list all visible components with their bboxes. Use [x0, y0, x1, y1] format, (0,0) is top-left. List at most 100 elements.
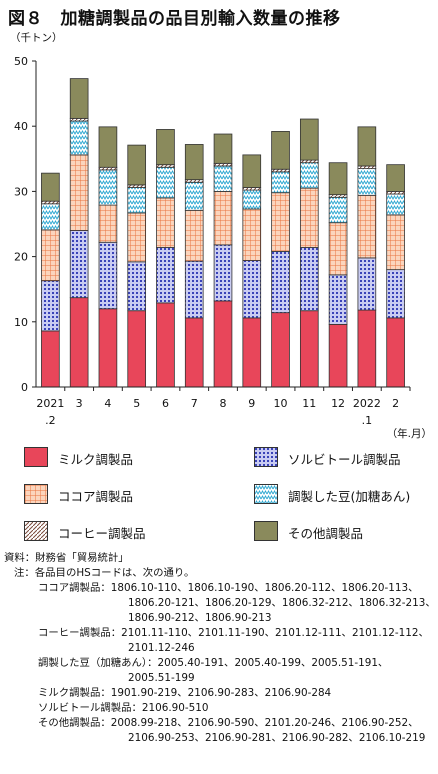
y-tick-label: 30 [14, 185, 28, 198]
hs-item-name: その他調製品： [38, 717, 111, 729]
legend-swatch-coffee [24, 521, 48, 541]
hs-item-name: ココア調製品： [38, 582, 111, 594]
bar-segment-cocoa [41, 229, 60, 282]
hs-code-row: 1806.90-212、1806.90-213 [4, 611, 436, 626]
hs-item-name: ミルク調製品： [38, 687, 111, 699]
notes-section: 資料：財務省「貿易統計」 注：各品目のHSコードは、次の通り。 ココア調製品：1… [4, 551, 436, 746]
x-axis-tick-labels: 2021 .2 3 4 5 6 7 8 9 10 11 12 2022 .1 2 [36, 397, 399, 427]
legend-label: 調製した豆(加糖あん) [288, 489, 411, 504]
bar-segment-milk [242, 317, 262, 388]
hs-code-text: 2005.51-199 [128, 672, 195, 684]
bar-stack [156, 129, 175, 388]
hs-code-row: 2106.90-253、2106.90-281、2106.90-282、2106… [4, 731, 436, 746]
bars-group [41, 78, 405, 388]
bar-segment-milk [98, 308, 118, 388]
bar-segment-sorbitol [98, 241, 118, 310]
bar-segment-milk [271, 312, 290, 388]
hs-code-row: その他調製品：2008.99-218、2106.90-590、2101.20-2… [4, 716, 436, 731]
x-tick-label: 5 [133, 397, 140, 410]
y-tick-label: 40 [14, 120, 28, 133]
note-label: 注： [14, 567, 35, 579]
y-tick-label: 20 [14, 251, 28, 264]
bar-stack [184, 144, 204, 388]
bar-segment-cocoa [299, 187, 319, 248]
x-tick-label: 9 [248, 397, 255, 410]
bar-segment-sorbitol [357, 257, 377, 311]
bar-segment-other [127, 144, 147, 186]
hs-code-row: 2005.51-199 [4, 671, 436, 686]
y-tick-label: 50 [14, 55, 28, 68]
bar-segment-other [386, 164, 405, 192]
bar-segment-beans [242, 189, 262, 210]
bar-segment-sorbitol [271, 250, 290, 314]
hs-code-row: コーヒー調製品：2101.11-110、2101.11-190、2101.12-… [4, 626, 436, 641]
bar-stack [299, 118, 319, 388]
bar-stack [386, 164, 405, 388]
source-text: 財務省「貿易統計」 [35, 552, 129, 564]
bar-stack [271, 131, 290, 388]
bar-segment-beans [328, 196, 348, 224]
hs-code-row: 1806.20-121、1806.20-129、1806.32-212、1806… [4, 596, 436, 611]
x-tick-sublabel: .2 [45, 414, 56, 427]
legend-swatch-milk [24, 447, 48, 467]
x-tick-label: 2022 [353, 397, 381, 410]
bar-segment-beans [213, 165, 233, 192]
bar-segment-milk [357, 309, 377, 388]
hs-item-name: 調製した豆（加糖あん）： [38, 657, 158, 669]
bar-stack [213, 133, 233, 388]
x-tick-label: 6 [162, 397, 169, 410]
bar-segment-other [184, 144, 204, 181]
bar-segment-milk [127, 310, 147, 388]
bar-segment-milk [156, 302, 175, 388]
bar-segment-sorbitol [299, 247, 319, 312]
hs-code-row: ココア調製品：1806.10-110、1806.10-190、1806.20-1… [4, 581, 436, 596]
x-tick-label: 2021 [36, 397, 64, 410]
bar-segment-sorbitol [184, 260, 204, 319]
source-row: 資料：財務省「貿易統計」 [4, 551, 436, 566]
x-tick-label: 12 [331, 397, 345, 410]
bar-segment-cocoa [328, 222, 348, 276]
bar-segment-cocoa [357, 194, 377, 259]
bar-stack [69, 78, 89, 388]
source-label: 資料： [4, 552, 36, 564]
legend-swatch-sorbitol [254, 447, 278, 467]
hs-code-row: ミルク調製品：1901.90-219、2106.90-283、2106.90-2… [4, 686, 436, 701]
bar-segment-other [242, 154, 262, 188]
x-tick-label: 10 [274, 397, 288, 410]
hs-code-row: ソルビトール調製品：2106.90-510 [4, 701, 436, 716]
bar-segment-milk [213, 300, 233, 388]
legend-swatch-other [254, 521, 278, 541]
hs-code-text: 1806.20-121、1806.20-129、1806.32-212、1806… [128, 597, 436, 609]
y-tick-label: 0 [21, 381, 28, 394]
bar-segment-cocoa [127, 212, 147, 263]
bar-segment-beans [41, 203, 60, 231]
hs-item-name: ソルビトール調製品： [38, 702, 142, 714]
bar-stack [41, 172, 60, 388]
hs-code-list: ココア調製品：1806.10-110、1806.10-190、1806.20-1… [4, 581, 436, 746]
bar-segment-other [156, 129, 175, 166]
legend-label: ソルビトール調製品 [288, 452, 401, 467]
hs-code-text: 1901.90-219、2106.90-283、2106.90-284 [110, 687, 332, 699]
legend-swatch-beans [254, 484, 278, 504]
legend-label: コーヒー調製品 [58, 526, 146, 541]
bar-segment-cocoa [156, 197, 175, 248]
x-tick-label: 11 [302, 397, 316, 410]
bar-stack [357, 126, 377, 388]
bar-segment-beans [156, 166, 175, 199]
bar-segment-cocoa [213, 190, 233, 246]
hs-code-text: 1806.90-212、1806.90-213 [128, 612, 272, 624]
bar-segment-sorbitol [127, 261, 147, 312]
bar-segment-other [69, 78, 89, 119]
bar-segment-beans [299, 162, 319, 189]
x-tick-label: 7 [191, 397, 198, 410]
bar-segment-milk [328, 324, 348, 388]
chart-title: 図８ 加糖調製品の品目別輸入数量の推移 [8, 9, 341, 29]
bar-segment-other [41, 172, 60, 202]
bar-segment-sorbitol [41, 280, 60, 332]
hs-code-row: 調製した豆（加糖あん）：2005.40-191、2005.40-199、2005… [4, 656, 436, 671]
bar-segment-sorbitol [156, 247, 175, 304]
legend-swatch-cocoa [24, 484, 48, 504]
bar-stack [98, 126, 118, 388]
bar-segment-cocoa [386, 214, 405, 271]
legend-label: ミルク調製品 [58, 452, 134, 467]
